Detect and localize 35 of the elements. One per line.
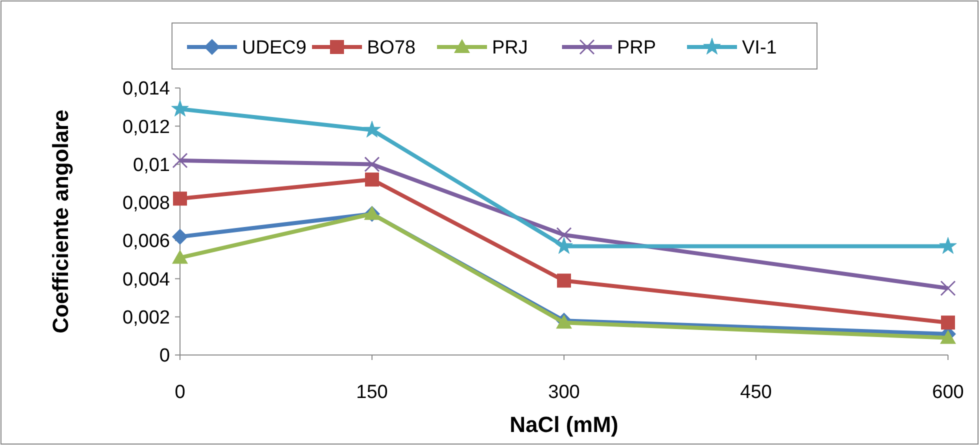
point (172, 228, 188, 245)
legend-label: PRJ (492, 38, 528, 59)
y-tick-label: 0,01 (133, 154, 170, 176)
point (555, 237, 573, 254)
point (940, 280, 956, 296)
legend-label: PRP (617, 38, 656, 59)
x-tick-label: 600 (932, 382, 964, 403)
point (556, 227, 572, 243)
point (172, 250, 188, 264)
point (171, 100, 189, 117)
y-tick-label: 0,002 (122, 308, 170, 329)
point (941, 316, 955, 330)
y-tick-label: 0 (159, 346, 170, 367)
point (173, 192, 187, 206)
legend-label: VI-1 (742, 38, 777, 59)
point (172, 152, 188, 168)
y-tick-label: 0,008 (122, 193, 170, 214)
point (365, 172, 379, 187)
x-axis-title: NaCl (mM) (510, 412, 618, 437)
y-tick-label: 0,006 (122, 231, 170, 252)
x-tick-label: 0 (174, 382, 186, 403)
point (364, 156, 380, 172)
point (557, 274, 571, 288)
legend-label: UDEC9 (242, 38, 306, 59)
x-tick-label: 450 (740, 382, 772, 403)
x-tick-label: 150 (356, 382, 388, 403)
y-tick-label: 0,004 (122, 269, 170, 290)
y-axis-title: Coefficiente angolare (48, 110, 73, 334)
y-tick-label: 0,012 (122, 116, 170, 138)
point (363, 120, 381, 138)
point (939, 237, 957, 254)
legend-label: BO78 (367, 38, 416, 59)
point (940, 330, 956, 344)
x-tick-label: 300 (548, 382, 580, 403)
y-tick-label: 0,014 (122, 78, 170, 100)
